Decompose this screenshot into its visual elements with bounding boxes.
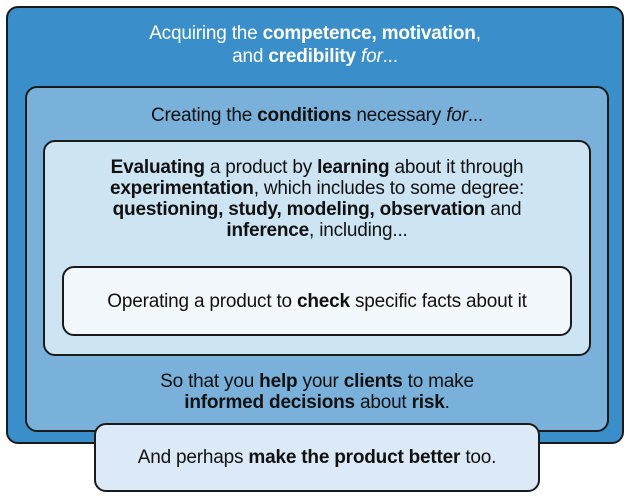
inner-box-line-4: inference, including... <box>226 220 408 241</box>
middle-box-footer-line-2: informed decisions about risk. <box>184 392 450 413</box>
outer-box-line-1: Acquiring the competence, motivation, <box>149 23 481 44</box>
outer-box-line-2: and credibility for... <box>232 46 398 67</box>
middle-box-footer-line-1: So that you help your clients to make <box>160 371 474 392</box>
bottom-box-line-1: And perhaps make the product better too. <box>137 447 497 468</box>
inner-box-line-1: Evaluating a product by learning about i… <box>110 157 524 178</box>
inner-box-line-3: questioning, study, modeling, observatio… <box>112 199 522 220</box>
bottom-box-product-better: And perhaps make the product better too. <box>94 423 540 492</box>
middle-box-heading: Creating the conditions necessary for... <box>150 105 484 126</box>
core-box-line-1: Operating a product to check specific fa… <box>107 291 527 312</box>
inner-box-line-2: experimentation, which includes to some … <box>109 178 525 199</box>
core-box-operating: Operating a product to check specific fa… <box>62 266 572 336</box>
